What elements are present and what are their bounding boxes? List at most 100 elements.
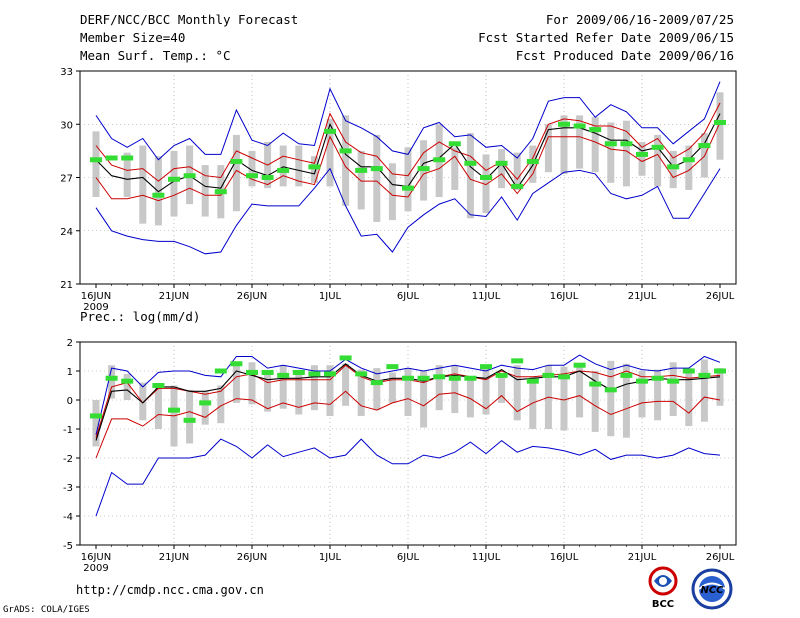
ensemble-box	[638, 142, 646, 176]
obs-marker	[214, 368, 227, 374]
ensemble-box	[201, 391, 209, 425]
ensemble-box	[92, 131, 100, 198]
ensemble-box	[591, 371, 599, 432]
ensemble-box	[482, 154, 490, 213]
ensemble-box	[186, 389, 194, 444]
ensemble-box	[560, 115, 568, 174]
ensemble-box	[310, 365, 318, 411]
ensemble-box	[342, 115, 350, 206]
ensemble-min-line	[95, 167, 721, 255]
obs-marker	[277, 167, 290, 173]
x-tick-label: 26JUN	[237, 552, 267, 563]
x-tick-label: 16JUL	[550, 552, 579, 563]
obs-marker	[261, 369, 274, 375]
bcc-logo: BCC	[640, 565, 686, 613]
obs-marker	[433, 374, 446, 380]
obs-marker	[682, 368, 695, 374]
ensemble-box	[248, 362, 256, 405]
ensemble-box	[560, 366, 568, 431]
obs-marker	[105, 375, 118, 381]
ensemble-box	[622, 120, 630, 187]
obs-marker	[355, 371, 368, 377]
y-tick-label: -2	[63, 454, 73, 465]
ensemble-box	[139, 382, 147, 421]
x-tick-label: 1JUL	[319, 552, 342, 563]
x-tick-label: 26JUN	[237, 291, 267, 302]
obs-marker	[402, 375, 414, 381]
ensemble-box	[576, 115, 584, 169]
ensemble-box	[685, 368, 693, 427]
y-tick-label: 1	[67, 367, 73, 378]
ensemble-box	[373, 134, 381, 222]
spread-lower-line	[95, 122, 721, 202]
ensemble-box	[139, 145, 147, 224]
obs-marker	[698, 372, 711, 378]
obs-marker	[339, 355, 352, 361]
x-tick-label: 6JUL	[397, 291, 420, 302]
ensemble-box	[123, 373, 131, 400]
obs-marker	[464, 160, 477, 166]
obs-marker	[199, 400, 212, 406]
x-tick-label: 26JUL	[706, 552, 735, 563]
obs-marker	[526, 159, 539, 165]
ensemble-box	[685, 145, 693, 190]
ensemble-max-line	[95, 81, 721, 161]
y-tick-label: 33	[60, 67, 73, 78]
ensemble-box	[435, 365, 443, 411]
obs-marker	[308, 164, 321, 170]
obs-marker	[261, 175, 274, 180]
grads-credit: GrADS: COLA/IGES	[3, 605, 90, 615]
ensemble-box	[201, 165, 209, 217]
svg-text:BCC: BCC	[652, 599, 674, 609]
ensemble-box	[544, 124, 552, 173]
obs-marker	[183, 417, 196, 423]
obs-marker	[651, 144, 664, 150]
ensemble-box	[466, 133, 474, 219]
obs-marker	[589, 127, 602, 133]
obs-marker	[682, 157, 695, 163]
obs-marker	[417, 375, 430, 381]
ensemble-box	[498, 375, 506, 403]
ensemble-box	[388, 163, 396, 221]
x-tick-label: 16JUN	[81, 552, 111, 563]
ensemble-box	[154, 385, 162, 429]
source-url[interactable]: http://cmdp.ncc.cma.gov.cn	[76, 583, 264, 597]
variable-label: Mean Surf. Temp.: °C	[80, 48, 231, 63]
obs-marker	[604, 387, 617, 393]
obs-marker	[698, 143, 711, 149]
obs-marker	[324, 371, 336, 377]
obs-marker	[246, 173, 258, 179]
ensemble-box	[607, 360, 615, 437]
forecast-produced: Fcst Produced Date 2009/06/16	[515, 48, 734, 63]
y-tick-label: 24	[60, 227, 73, 238]
obs-marker	[152, 192, 165, 198]
ensemble-box	[92, 400, 100, 447]
obs-marker	[339, 148, 352, 154]
obs-marker	[370, 380, 383, 386]
obs-marker	[277, 372, 290, 378]
obs-marker	[448, 375, 461, 381]
obs-marker	[402, 185, 414, 191]
ensemble-box	[108, 365, 116, 399]
obs-marker	[121, 378, 134, 384]
obs-marker	[168, 176, 180, 182]
ensemble-box	[482, 365, 490, 415]
obs-marker	[464, 375, 477, 381]
obs-marker	[620, 141, 633, 147]
ensemble-box	[513, 152, 521, 190]
x-tick-label: 16JUL	[550, 291, 579, 302]
y-tick-label: -4	[63, 512, 73, 523]
obs-marker	[370, 166, 383, 172]
obs-marker	[448, 141, 461, 147]
chart-title: DERF/NCC/BCC Monthly Forecast	[80, 12, 299, 27]
obs-marker	[480, 364, 492, 370]
obs-marker	[542, 372, 555, 378]
ensemble-box	[232, 134, 240, 212]
x-tick-label: 1JUL	[319, 291, 342, 302]
x-tick-label: 21JUL	[628, 291, 657, 302]
ensemble-box	[451, 365, 459, 414]
ensemble-box	[607, 122, 615, 183]
obs-marker	[573, 123, 586, 129]
precip-panel-title: Prec.: log(mm/d)	[80, 309, 201, 324]
